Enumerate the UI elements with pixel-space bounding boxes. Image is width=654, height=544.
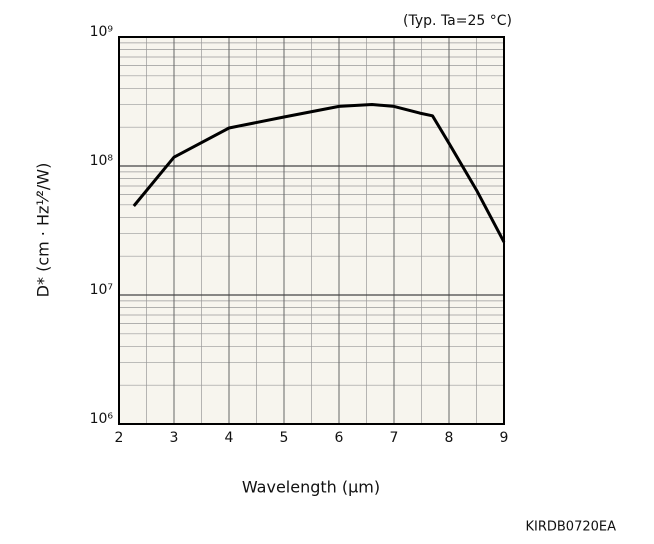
x-axis-title: Wavelength (μm) — [242, 478, 380, 497]
data-line — [132, 103, 506, 243]
grid — [118, 36, 505, 425]
plot-frame — [118, 36, 505, 425]
annotation: (Typ. Ta=25 °C) — [403, 13, 512, 29]
y-axis-title: D* (cm · Hz¹⁄²/W) — [34, 163, 53, 298]
footnote: KIRDB0720EA — [525, 520, 616, 535]
x-tick-label: 3 — [170, 430, 179, 446]
x-tick-label: 8 — [445, 430, 454, 446]
x-tick-label: 4 — [225, 430, 234, 446]
y-tick-label: 10⁹ — [90, 24, 114, 40]
y-tick-label: 10⁷ — [90, 282, 113, 298]
y-tick-label: 10⁶ — [90, 411, 114, 427]
x-tick-label: 6 — [335, 430, 344, 446]
x-tick-label: 5 — [280, 430, 289, 446]
x-tick-label: 2 — [115, 430, 124, 446]
y-tick-label: 10⁸ — [90, 153, 114, 169]
x-tick-label: 7 — [390, 430, 399, 446]
x-tick-label: 9 — [500, 430, 509, 446]
